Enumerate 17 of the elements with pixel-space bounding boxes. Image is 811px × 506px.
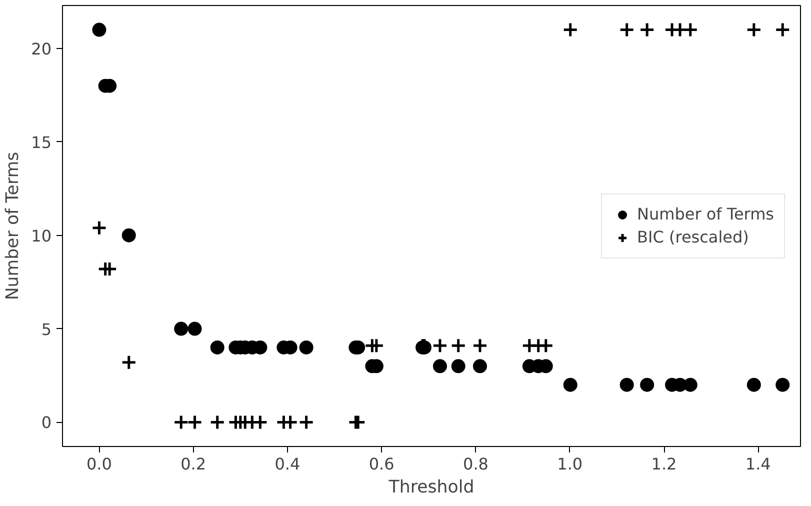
x-tick-label: 1.4: [745, 454, 771, 474]
x-axis-title: Threshold: [388, 478, 474, 498]
y-tick-label: 15: [31, 132, 52, 152]
x-tick-label: 0.4: [274, 454, 300, 474]
y-tick-label: 0: [41, 413, 52, 432]
x-tick-label: 0.8: [463, 454, 488, 474]
x-tick-label: 1.2: [651, 454, 677, 474]
y-tick-label: 20: [31, 39, 52, 58]
y-tick-label: 5: [41, 320, 52, 339]
y-tick-label: 10: [31, 226, 52, 246]
x-tick-label: 1.0: [557, 454, 583, 474]
legend-label: BIC (rescaled): [637, 228, 749, 246]
x-tick-label: 0.0: [86, 454, 112, 474]
y-axis-title: Number of Terms: [3, 152, 24, 300]
legend-label: Number of Terms: [637, 204, 774, 224]
x-tick-label: 0.2: [180, 454, 206, 474]
x-tick-label: 0.6: [368, 454, 394, 474]
